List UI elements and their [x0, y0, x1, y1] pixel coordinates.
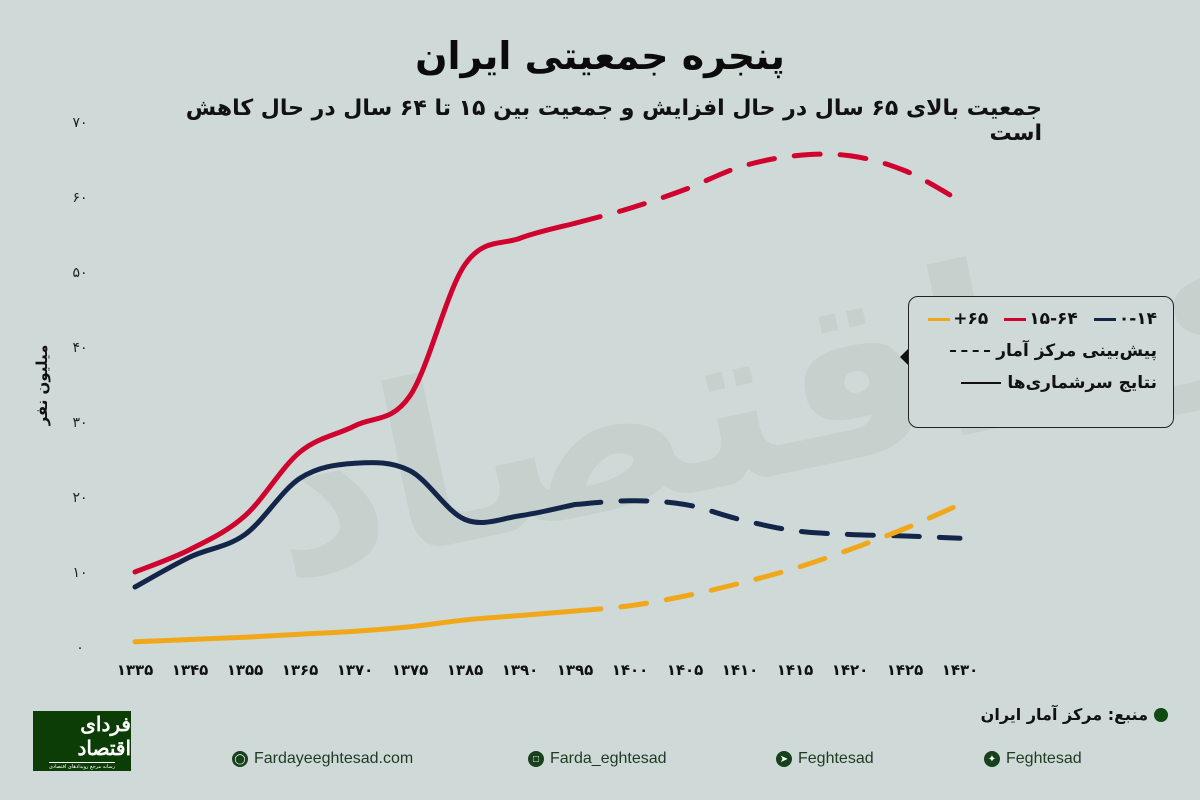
legend-projection-label: پیش‌بینی مرکز آمار [996, 341, 1157, 361]
telegram-icon: ➤ [776, 751, 792, 767]
legend-item-label: ۰-۱۴ [1118, 309, 1157, 329]
instagram-icon: □ [528, 751, 544, 767]
legend-item-label: ۶۵+ [953, 309, 989, 329]
footer-twitter[interactable]: ✦ Feghtesad [984, 750, 1082, 768]
x-tick-label: ۱۳۳۵ [117, 661, 154, 679]
legend-item: ۰-۱۴ [1093, 309, 1157, 329]
footer-instagram[interactable]: □ Farda_eghtesad [528, 750, 667, 768]
legend-swatch-icon [1004, 317, 1027, 321]
chart-subtitle: جمعیت بالای ۶۵ سال در حال افزایش و جمعیت… [185, 96, 1042, 146]
legend-item: ۱۵-۶۴ [1004, 309, 1078, 329]
globe-icon: ◯ [232, 751, 248, 767]
line-chart: ۰ ۱۰ ۲۰ ۳۰ ۴۰ ۵۰ ۶۰ ۷۰ ۱۳۳۵ ۱۳۴۵ ۱۳۵۵ ۱۳۶۵ ۱۳۷۰ ۱۳۷۵… [72, 115, 979, 679]
y-tick-label: ۳۰ [72, 415, 87, 431]
legend-item: ۶۵+ [928, 309, 988, 329]
y-tick-label: ۷۰ [72, 115, 87, 131]
census-line [132, 220, 578, 575]
x-tick-label: ۱۴۲۰ [832, 661, 869, 679]
source-text: منبع: مرکز آمار ایران [980, 705, 1148, 724]
legend-census: نتایج سرشماری‌ها [921, 373, 1157, 393]
y-tick-label: ۱۰ [72, 565, 87, 581]
legend: ۰-۱۴ ۱۵-۶۴ ۶۵+ پیش‌بینی مرکز آمار نتایج سر… [900, 296, 1174, 428]
census-line [132, 608, 578, 645]
x-tick-label: ۱۳۷۰ [337, 661, 374, 679]
solid-line-icon [961, 382, 1002, 384]
source-note: منبع: مرکز آمار ایران [981, 705, 1168, 724]
y-tick-label: ۲۰ [72, 490, 87, 506]
logo-text: فردای اقتصاد [77, 712, 132, 760]
instagram-handle[interactable]: Farda_eghtesad [550, 750, 667, 767]
dashed-line-icon [950, 350, 991, 352]
y-tick-label: ۶۰ [72, 190, 87, 206]
x-tick-label: ۱۴۰۵ [667, 661, 704, 679]
y-tick-label: ۵۰ [72, 265, 87, 281]
x-tick-label: ۱۳۹۰ [502, 661, 539, 679]
legend-projection: پیش‌بینی مرکز آمار [921, 341, 1157, 361]
logo-tagline: رسانه مرجع رویدادهای اقتصادی [49, 762, 115, 770]
projection-line [572, 151, 963, 226]
legend-item-label: ۱۵-۶۴ [1029, 309, 1078, 329]
legend-swatch-icon [928, 317, 951, 321]
x-tick-label: ۱۳۴۵ [172, 661, 209, 679]
x-tick-label: ۱۳۹۵ [557, 661, 594, 679]
x-tick-label: ۱۳۷۵ [392, 661, 429, 679]
bullet-icon [1154, 707, 1168, 722]
footer-website[interactable]: ◯ Fardayeeghtesad.com [232, 750, 413, 768]
x-axis-ticks: ۱۳۳۵ ۱۳۴۵ ۱۳۵۵ ۱۳۶۵ ۱۳۷۰ ۱۳۷۵ ۱۳۸۵ ۱۳۹۰ ۱۳۹۵ ۱۴۰۰… [117, 661, 979, 679]
brand-logo: فردای اقتصاد رسانه مرجع رویدادهای اقتصاد… [33, 711, 131, 771]
website-link[interactable]: Fardayeeghtesad.com [254, 750, 414, 767]
y-tick-label: ۴۰ [72, 340, 87, 356]
census-line [132, 460, 578, 590]
x-tick-label: ۱۳۵۵ [227, 661, 264, 679]
twitter-handle[interactable]: Feghtesad [1006, 750, 1082, 767]
y-axis-ticks: ۰ ۱۰ ۲۰ ۳۰ ۴۰ ۵۰ ۶۰ ۷۰ [72, 115, 87, 656]
x-tick-label: ۱۴۱۰ [722, 661, 759, 679]
x-tick-label: ۱۳۸۵ [447, 661, 484, 679]
legend-series: ۰-۱۴ ۱۵-۶۴ ۶۵+ [921, 309, 1157, 329]
x-tick-label: ۱۳۶۵ [282, 661, 319, 679]
twitter-icon: ✦ [984, 751, 1000, 767]
chart-lines [132, 151, 963, 645]
footer-telegram[interactable]: ➤ Feghtesad [776, 750, 874, 768]
x-tick-label: ۱۴۱۵ [777, 661, 814, 679]
x-tick-label: ۱۴۲۵ [887, 661, 924, 679]
projection-line [572, 502, 963, 614]
y-tick-label: ۰ [76, 640, 84, 656]
x-tick-label: ۱۴۳۰ [942, 661, 979, 679]
legend-census-label: نتایج سرشماری‌ها [1007, 373, 1157, 393]
chart-title: پنجره جمعیتی ایران [415, 34, 785, 78]
legend-swatch-icon [1093, 317, 1116, 321]
x-tick-label: ۱۴۰۰ [612, 661, 649, 679]
telegram-handle[interactable]: Feghtesad [798, 750, 874, 767]
projection-line [572, 498, 963, 541]
